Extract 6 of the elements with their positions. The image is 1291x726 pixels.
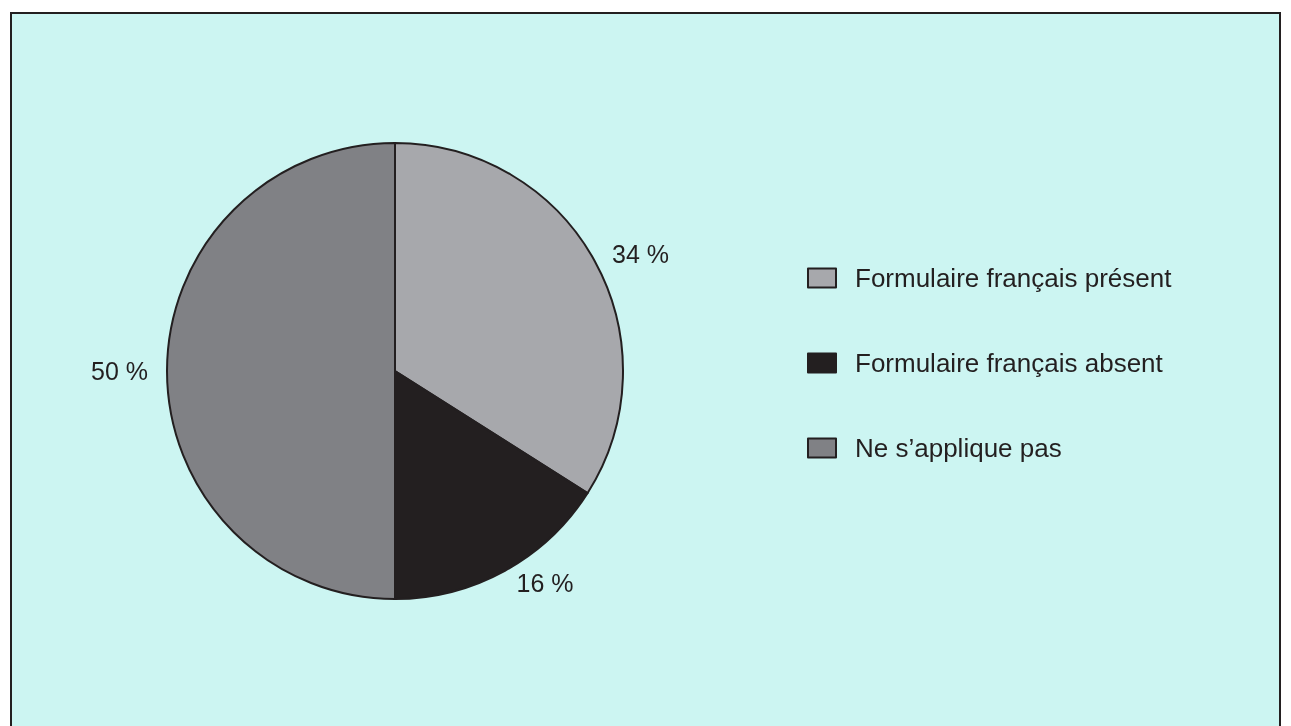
data-label: 16 % bbox=[516, 569, 574, 598]
legend-label: Formulaire français absent bbox=[855, 348, 1164, 378]
legend-label: Formulaire français présent bbox=[855, 263, 1173, 293]
data-label: 50 % bbox=[91, 357, 148, 385]
legend-label: Ne s’applique pas bbox=[855, 433, 1062, 463]
data-label: 34 % bbox=[612, 240, 670, 269]
